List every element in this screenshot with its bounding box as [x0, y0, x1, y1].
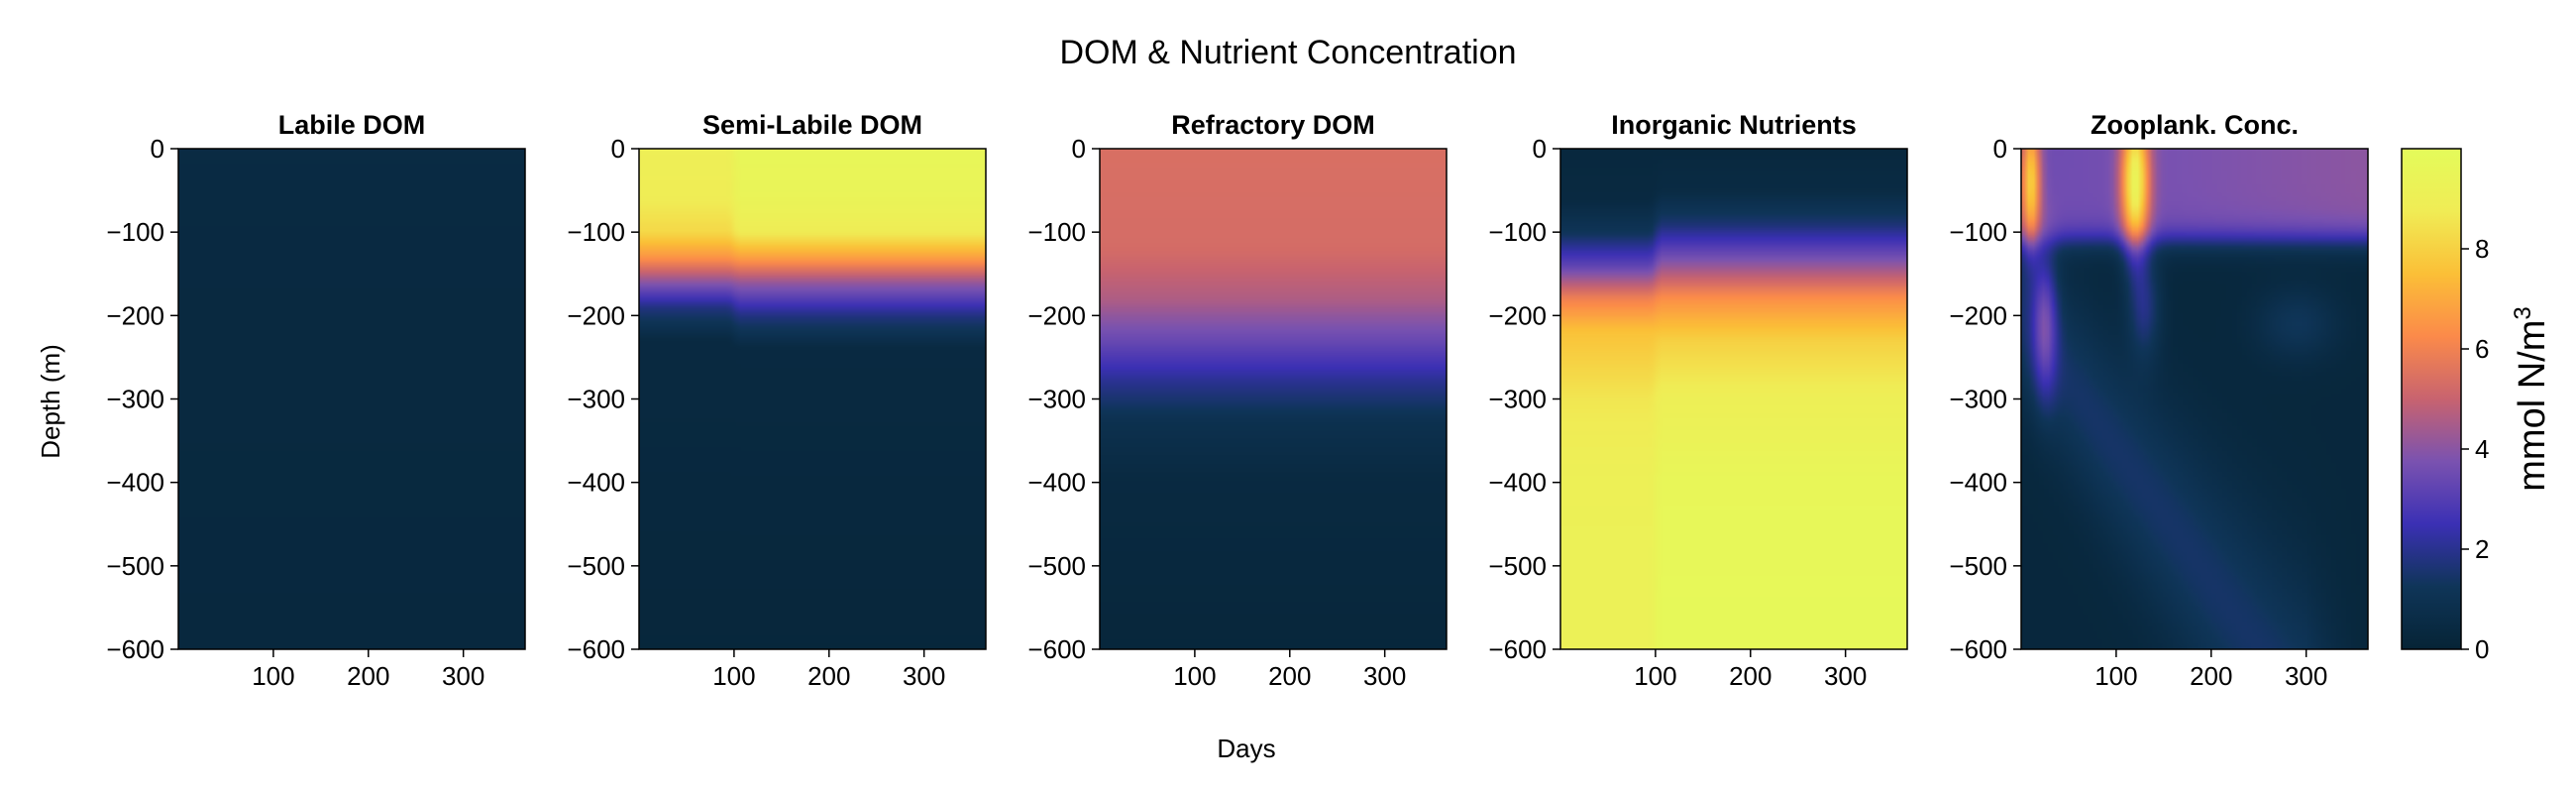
heatmap-panel-1: Labile DOM 0 −100 −200 −300 −400 −500 −600 100 20… [106, 110, 526, 691]
y-tick-label: −400 [1027, 468, 1086, 498]
y-tick-label: −300 [567, 385, 625, 414]
y-tick-label: 0 [1533, 134, 1547, 164]
panel-title: Semi-Labile DOM [702, 110, 922, 140]
x-tick-label: 200 [807, 661, 850, 691]
y-tick-label: −300 [1027, 385, 1086, 414]
y-tick-label: −400 [106, 468, 164, 498]
y-tick-label: −600 [567, 634, 625, 664]
panel-title: Zooplank. Conc. [2091, 110, 2299, 140]
figure-title: DOM & Nutrient Concentration [1059, 34, 1516, 71]
heatmap-image [1100, 149, 1447, 649]
y-tick-label: −500 [1027, 551, 1086, 581]
y-tick-label: −400 [1949, 468, 2007, 498]
colorbar-tick-label: 6 [2475, 334, 2489, 364]
y-tick-label: −200 [106, 300, 164, 330]
y-tick-label: 0 [1072, 134, 1086, 164]
x-tick-label: 200 [1729, 661, 1771, 691]
x-tick-label: 300 [2285, 661, 2327, 691]
x-tick-label: 100 [252, 661, 294, 691]
colorbar-tick-label: 4 [2475, 434, 2489, 464]
y-tick-label: −300 [106, 385, 164, 414]
x-tick-label: 200 [1268, 661, 1311, 691]
heatmap-image [2021, 149, 2368, 649]
x-tick-label: 200 [2190, 661, 2232, 691]
x-tick-label: 300 [903, 661, 945, 691]
colorbar-tick-label: 8 [2475, 234, 2489, 264]
x-tick-label: 100 [712, 661, 755, 691]
y-tick-label: −200 [1027, 300, 1086, 330]
panel-title: Labile DOM [278, 110, 426, 140]
x-tick-label: 200 [347, 661, 389, 691]
x-tick-label: 100 [1634, 661, 1676, 691]
y-tick-label: 0 [151, 134, 164, 164]
colorbar-label: mmol N/m3 [2510, 306, 2553, 491]
y-tick-label: −500 [106, 551, 164, 581]
y-tick-label: −600 [106, 634, 164, 664]
colorbar-tick-label: 0 [2475, 634, 2489, 664]
x-tick-label: 300 [1824, 661, 1867, 691]
heatmap-image [639, 149, 986, 649]
x-axis-label: Days [1217, 734, 1275, 763]
y-tick-label: −100 [567, 217, 625, 247]
y-tick-label: −200 [1488, 300, 1547, 330]
panel-title: Inorganic Nutrients [1611, 110, 1857, 140]
y-tick-label: −200 [1949, 300, 2007, 330]
y-tick-label: −500 [567, 551, 625, 581]
y-tick-label: −100 [1488, 217, 1547, 247]
y-tick-label: −500 [1488, 551, 1547, 581]
y-axis-label: Depth (m) [36, 344, 65, 459]
y-tick-label: −200 [567, 300, 625, 330]
y-tick-label: 0 [611, 134, 625, 164]
y-tick-label: −500 [1949, 551, 2007, 581]
y-tick-label: −100 [1027, 217, 1086, 247]
heatmap-panel-5: Zooplank. Conc. 0 −100 −200 −300 −400 −500 −600… [1949, 110, 2369, 691]
y-tick-label: −300 [1949, 385, 2007, 414]
x-tick-label: 100 [1173, 661, 1216, 691]
y-tick-label: −600 [1027, 634, 1086, 664]
panel-title: Refractory DOM [1171, 110, 1375, 140]
panels: Labile DOM 0 −100 −200 −300 −400 −500 −600 100 20… [106, 110, 2369, 691]
x-tick-label: 300 [442, 661, 484, 691]
colorbar-gradient [2402, 149, 2461, 649]
y-tick-label: −600 [1488, 634, 1547, 664]
y-tick-label: 0 [1993, 134, 2007, 164]
y-tick-label: −400 [1488, 468, 1547, 498]
y-tick-label: −100 [106, 217, 164, 247]
colorbar-frame [2401, 148, 2462, 650]
y-tick-label: −600 [1949, 634, 2007, 664]
x-tick-label: 100 [2094, 661, 2137, 691]
y-tick-label: −300 [1488, 385, 1547, 414]
heatmap-panel-2: Semi-Labile DOM 0 −100 −200 −300 −400 −500 −600… [567, 110, 987, 691]
heatmap-image [178, 149, 525, 649]
heatmap-image [1560, 149, 1907, 649]
colorbar: 0 2 4 6 8 mmol N/m3 [2401, 148, 2553, 664]
colorbar-label-superscript: 3 [2510, 306, 2536, 319]
y-tick-label: −100 [1949, 217, 2007, 247]
y-tick-label: −400 [567, 468, 625, 498]
colorbar-tick-label: 2 [2475, 534, 2489, 564]
heatmap-panel-4: Inorganic Nutrients 0 −100 −200 −300 −400 −500… [1488, 110, 1908, 691]
heatmap-panel-3: Refractory DOM 0 −100 −200 −300 −400 −500 −600 1… [1027, 110, 1448, 691]
x-tick-label: 300 [1363, 661, 1406, 691]
